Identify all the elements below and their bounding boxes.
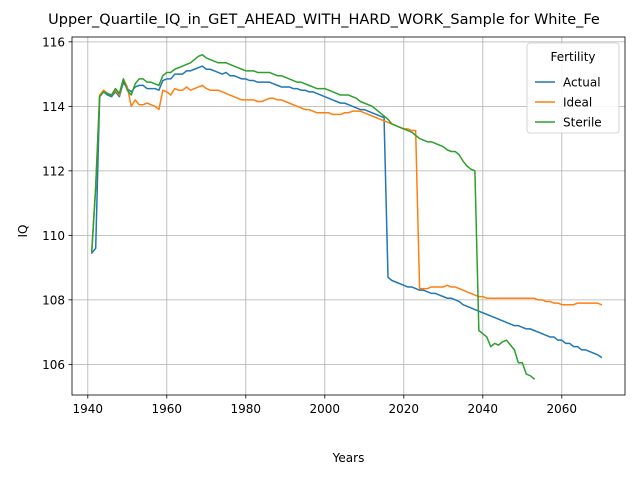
- legend-label-ideal: Ideal: [563, 96, 592, 110]
- x-tick-label: 2060: [547, 402, 578, 416]
- y-tick-label: 108: [42, 293, 65, 307]
- y-tick-label: 112: [42, 164, 65, 178]
- axis-ticks: 1940 1960 1980 2000 2020 2040 2060 106 108 110 112…: [42, 35, 577, 416]
- legend: Fertility Actual Ideal Sterile: [526, 42, 620, 134]
- chart-title: Upper_Quartile_IQ_in_GET_AHEAD_WITH_HARD…: [48, 12, 600, 28]
- x-axis-label: Years: [332, 451, 365, 465]
- legend-box: [526, 42, 620, 134]
- x-tick-label: 1960: [152, 402, 183, 416]
- series-line-ideal: [90, 78, 603, 306]
- y-axis-label: IQ: [16, 225, 30, 238]
- legend-label-actual: Actual: [563, 76, 601, 90]
- x-tick-label: 1980: [231, 402, 262, 416]
- series-line-sterile: [90, 53, 536, 380]
- x-tick-label: 2000: [310, 402, 341, 416]
- series-line-actual: [90, 65, 603, 359]
- y-tick-label: 116: [42, 35, 65, 49]
- x-tick-label: 1940: [73, 402, 104, 416]
- series-lines: [90, 53, 603, 380]
- y-tick-label: 106: [42, 358, 65, 372]
- x-tick-label: 2020: [389, 402, 420, 416]
- legend-title: Fertility: [550, 50, 595, 64]
- plot-frame: [71, 36, 626, 396]
- legend-label-sterile: Sterile: [563, 116, 602, 130]
- x-tick-label: 2040: [468, 402, 499, 416]
- gridlines: [72, 37, 625, 395]
- y-tick-label: 110: [42, 229, 65, 243]
- y-tick-label: 114: [42, 100, 65, 114]
